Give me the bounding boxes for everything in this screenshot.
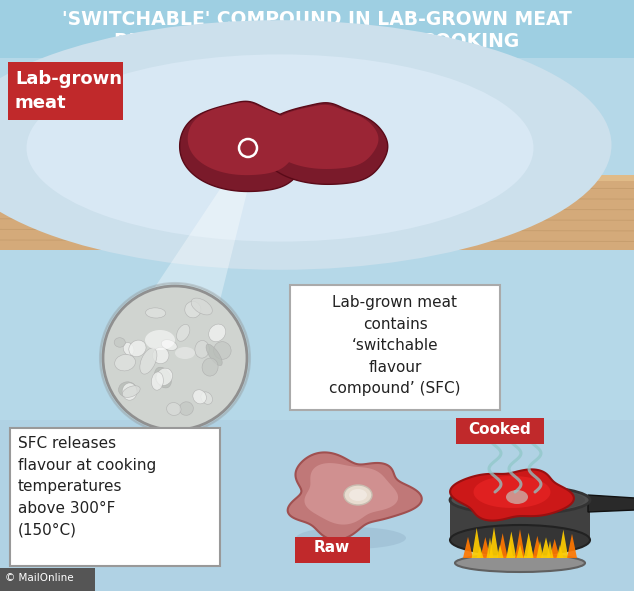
Polygon shape bbox=[496, 545, 503, 558]
Polygon shape bbox=[526, 540, 533, 558]
Polygon shape bbox=[474, 476, 550, 508]
Polygon shape bbox=[557, 545, 564, 558]
Circle shape bbox=[103, 286, 247, 430]
Ellipse shape bbox=[146, 308, 165, 318]
Ellipse shape bbox=[0, 20, 612, 270]
Ellipse shape bbox=[191, 298, 212, 315]
Ellipse shape bbox=[296, 527, 406, 549]
Ellipse shape bbox=[195, 340, 209, 358]
Polygon shape bbox=[179, 101, 307, 191]
Ellipse shape bbox=[344, 485, 372, 505]
Ellipse shape bbox=[214, 342, 231, 359]
Ellipse shape bbox=[119, 382, 136, 397]
Text: Lab-grown meat
contains
‘switchable
flavour
compound’ (SFC): Lab-grown meat contains ‘switchable flav… bbox=[329, 295, 461, 397]
Polygon shape bbox=[498, 533, 508, 558]
Ellipse shape bbox=[455, 488, 585, 512]
Ellipse shape bbox=[129, 340, 146, 357]
FancyBboxPatch shape bbox=[8, 62, 123, 120]
Polygon shape bbox=[268, 105, 378, 169]
Ellipse shape bbox=[209, 324, 226, 342]
Ellipse shape bbox=[85, 62, 475, 218]
Ellipse shape bbox=[167, 402, 181, 415]
Ellipse shape bbox=[450, 486, 590, 514]
Ellipse shape bbox=[179, 402, 193, 415]
Polygon shape bbox=[477, 546, 484, 558]
Polygon shape bbox=[547, 541, 553, 558]
Ellipse shape bbox=[201, 392, 212, 404]
Ellipse shape bbox=[85, 67, 485, 229]
Polygon shape bbox=[507, 543, 514, 558]
Polygon shape bbox=[567, 534, 577, 558]
Ellipse shape bbox=[506, 490, 528, 504]
Polygon shape bbox=[486, 537, 493, 558]
FancyBboxPatch shape bbox=[290, 285, 500, 410]
Polygon shape bbox=[524, 532, 534, 558]
Polygon shape bbox=[515, 530, 525, 558]
FancyBboxPatch shape bbox=[295, 537, 370, 563]
Bar bbox=[0, 568, 95, 591]
Text: RELEASES FLAVOUR DURING COOKING: RELEASES FLAVOUR DURING COOKING bbox=[114, 32, 520, 51]
Ellipse shape bbox=[193, 389, 207, 404]
Text: Cooked: Cooked bbox=[469, 422, 531, 437]
Ellipse shape bbox=[202, 358, 218, 376]
FancyBboxPatch shape bbox=[456, 418, 544, 444]
Ellipse shape bbox=[349, 489, 367, 501]
Polygon shape bbox=[517, 544, 524, 558]
Polygon shape bbox=[489, 527, 499, 558]
Polygon shape bbox=[541, 537, 551, 558]
Ellipse shape bbox=[140, 348, 157, 374]
Ellipse shape bbox=[114, 337, 126, 347]
Polygon shape bbox=[450, 469, 574, 521]
Ellipse shape bbox=[176, 324, 190, 341]
Polygon shape bbox=[536, 541, 543, 558]
Ellipse shape bbox=[27, 54, 533, 242]
Polygon shape bbox=[288, 453, 422, 540]
Ellipse shape bbox=[152, 372, 164, 390]
Ellipse shape bbox=[184, 301, 201, 318]
Polygon shape bbox=[507, 531, 516, 558]
Polygon shape bbox=[260, 103, 388, 184]
Ellipse shape bbox=[155, 367, 171, 388]
Text: SFC releases
flavour at cooking
temperatures
above 300°F
(150°C): SFC releases flavour at cooking temperat… bbox=[18, 436, 156, 537]
Ellipse shape bbox=[115, 355, 136, 371]
Ellipse shape bbox=[175, 347, 195, 359]
Ellipse shape bbox=[455, 554, 585, 572]
Ellipse shape bbox=[450, 525, 590, 555]
Bar bbox=[0, 0, 634, 58]
Ellipse shape bbox=[206, 344, 222, 366]
Bar bbox=[0, 175, 634, 181]
Polygon shape bbox=[132, 156, 256, 322]
Ellipse shape bbox=[161, 340, 178, 350]
Polygon shape bbox=[188, 102, 299, 175]
Circle shape bbox=[100, 283, 250, 433]
Text: 'SWITCHABLE' COMPOUND IN LAB-GROWN MEAT: 'SWITCHABLE' COMPOUND IN LAB-GROWN MEAT bbox=[62, 10, 572, 29]
Ellipse shape bbox=[122, 383, 137, 400]
Polygon shape bbox=[533, 536, 542, 558]
FancyBboxPatch shape bbox=[10, 428, 220, 566]
Polygon shape bbox=[550, 539, 560, 558]
Ellipse shape bbox=[152, 348, 169, 363]
Polygon shape bbox=[463, 537, 473, 558]
Bar bbox=[0, 175, 634, 250]
Text: © MailOnline: © MailOnline bbox=[5, 573, 74, 583]
Text: Lab-grown
meat: Lab-grown meat bbox=[15, 70, 122, 112]
Text: Raw: Raw bbox=[314, 540, 350, 555]
Ellipse shape bbox=[122, 386, 140, 397]
Ellipse shape bbox=[145, 330, 175, 350]
Polygon shape bbox=[304, 463, 398, 525]
Polygon shape bbox=[559, 530, 568, 558]
Polygon shape bbox=[481, 537, 490, 558]
Bar bbox=[450, 500, 590, 540]
Ellipse shape bbox=[123, 343, 134, 355]
Polygon shape bbox=[588, 495, 634, 512]
Polygon shape bbox=[472, 528, 482, 558]
Ellipse shape bbox=[156, 368, 172, 385]
Bar bbox=[0, 420, 634, 591]
